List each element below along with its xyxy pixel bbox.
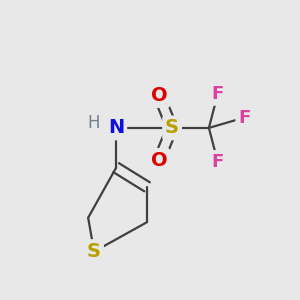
Text: F: F [212, 85, 224, 103]
Text: S: S [165, 118, 179, 137]
Text: H: H [87, 115, 101, 133]
Text: S: S [87, 242, 101, 261]
Text: O: O [151, 86, 167, 105]
Text: O: O [151, 151, 167, 170]
Text: N: N [108, 118, 124, 137]
Text: F: F [212, 153, 224, 171]
Text: F: F [238, 109, 250, 127]
Text: H: H [88, 115, 100, 133]
